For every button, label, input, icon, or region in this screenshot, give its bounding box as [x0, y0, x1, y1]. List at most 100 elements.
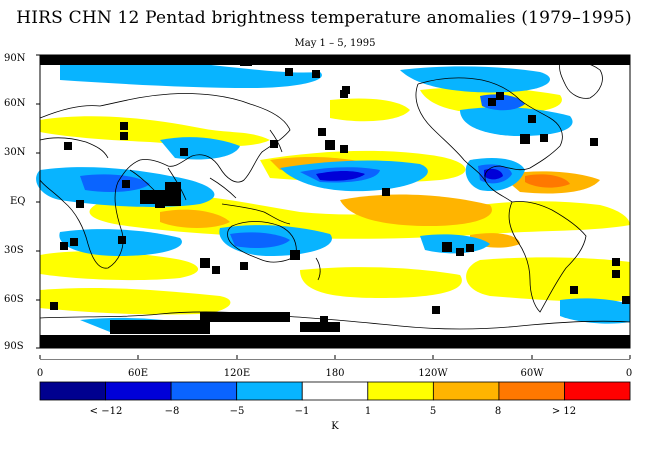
- missing-data-cell: [622, 296, 630, 304]
- lat-label-eq: EQ: [10, 196, 26, 207]
- coastline: [315, 257, 321, 281]
- lon-axis-line: [40, 359, 630, 360]
- colorbar-swatch: [432, 381, 500, 401]
- missing-data-cell: [122, 180, 130, 188]
- colorbar-label: −5: [229, 406, 245, 417]
- missing-data-cell: [312, 70, 320, 78]
- colorbar-swatch: [170, 381, 238, 401]
- missing-data-cell: [60, 242, 68, 250]
- coastline: [39, 137, 109, 159]
- missing-data-cell: [120, 58, 130, 64]
- missing-data-cell: [496, 92, 504, 100]
- coastline: [227, 221, 297, 263]
- missing-data-cell: [118, 236, 126, 244]
- missing-data-cell: [180, 148, 188, 156]
- missing-data-cell: [528, 115, 536, 123]
- missing-data-cell: [612, 270, 620, 278]
- colorbar-swatch: [498, 381, 565, 401]
- map-title: HIRS CHN 12 Pentad brightness temperatur…: [16, 8, 632, 28]
- colorbar-label: −1: [294, 406, 310, 417]
- lat-label-90n: 90N: [4, 53, 26, 64]
- coastline: [129, 167, 187, 201]
- coastline: [209, 177, 291, 225]
- coastline: [508, 201, 587, 313]
- missing-data-cell: [155, 200, 165, 208]
- lon-label-120w: 120W: [418, 368, 448, 379]
- strong-warm-anomaly-region: [160, 209, 230, 228]
- missing-data-cell: [240, 262, 248, 270]
- missing-data-cell: [340, 90, 348, 98]
- colorbar-swatch: [564, 381, 631, 401]
- very-strong-cool-anomaly-region: [316, 171, 365, 181]
- lon-label-0-end: 0: [625, 368, 633, 379]
- warm-anomaly-region: [300, 267, 462, 298]
- missing-data-cell: [50, 302, 58, 310]
- missing-data-cell: [382, 188, 390, 196]
- missing-data-cell: [432, 306, 440, 314]
- missing-data-cell: [70, 238, 78, 246]
- coastline: [39, 93, 291, 269]
- lat-label-60n: 60N: [4, 98, 26, 109]
- missing-data-cell: [340, 145, 348, 153]
- coastline: [269, 129, 283, 153]
- strong-warm-anomaly-region: [340, 194, 492, 226]
- warm-anomaly-region: [40, 251, 199, 281]
- lon-label-120e: 120E: [223, 368, 251, 379]
- missing-data-cell: [590, 138, 598, 146]
- strong-cool-anomaly-region: [80, 174, 150, 192]
- warm-anomaly-region: [330, 98, 410, 122]
- missing-data-cell: [300, 322, 340, 332]
- lon-label-60e: 60E: [127, 368, 149, 379]
- coastline: [559, 60, 603, 99]
- colorbar-swatch: [105, 381, 172, 401]
- map-frame: [39, 54, 631, 349]
- missing-data-cell: [442, 242, 452, 252]
- missing-data-cell: [285, 68, 293, 76]
- lon-label-180: 180: [325, 368, 345, 379]
- missing-data-cell: [240, 60, 252, 66]
- missing-data-cells: [40, 55, 630, 348]
- colorbar-label: < −12: [89, 406, 123, 417]
- lat-label-90s: 90S: [4, 341, 24, 352]
- colorbar-unit: K: [331, 421, 339, 432]
- anomaly-field: [36, 59, 631, 333]
- missing-data-cell: [76, 200, 84, 208]
- colorbar-swatch: [236, 381, 303, 401]
- very-strong-cool-anomaly-region: [484, 168, 503, 180]
- coastline: [415, 77, 563, 203]
- missing-data-cell: [540, 134, 548, 142]
- cool-anomaly-region: [460, 107, 573, 136]
- missing-data-cell: [200, 258, 210, 268]
- missing-data-cell: [200, 312, 290, 322]
- missing-data-cell: [318, 128, 326, 136]
- coastline: [39, 311, 631, 330]
- warm-anomaly-region: [40, 116, 270, 147]
- colorbar-swatch: [367, 381, 434, 401]
- missing-data-cell: [325, 140, 335, 150]
- warm-anomaly-region: [40, 287, 231, 315]
- cool-anomaly-region: [560, 298, 630, 324]
- missing-data-cell: [570, 286, 578, 294]
- lat-label-30s: 30S: [4, 245, 24, 256]
- strong-cool-anomaly-region: [230, 232, 290, 248]
- missing-data-cell: [320, 316, 328, 324]
- lat-label-30n: 30N: [4, 147, 26, 158]
- lon-label-60w: 60W: [520, 368, 544, 379]
- colorbar-label: 1: [364, 406, 372, 417]
- missing-data-cell: [290, 250, 300, 260]
- missing-data-cell: [40, 335, 630, 348]
- lon-label-0: 0: [36, 368, 44, 379]
- lat-label-60s: 60S: [4, 294, 24, 305]
- cool-anomaly-region: [400, 66, 550, 93]
- missing-data-cell: [40, 55, 630, 65]
- warm-anomaly-region: [466, 257, 630, 302]
- missing-data-cell: [456, 248, 464, 256]
- colorbar-label: −8: [164, 406, 180, 417]
- colorbar-label: 8: [494, 406, 502, 417]
- map-subtitle: May 1 – 5, 1995: [294, 38, 376, 49]
- missing-data-cell: [212, 266, 220, 274]
- cool-anomaly-region: [60, 59, 322, 88]
- missing-data-cell: [64, 142, 72, 150]
- missing-data-cell: [466, 244, 474, 252]
